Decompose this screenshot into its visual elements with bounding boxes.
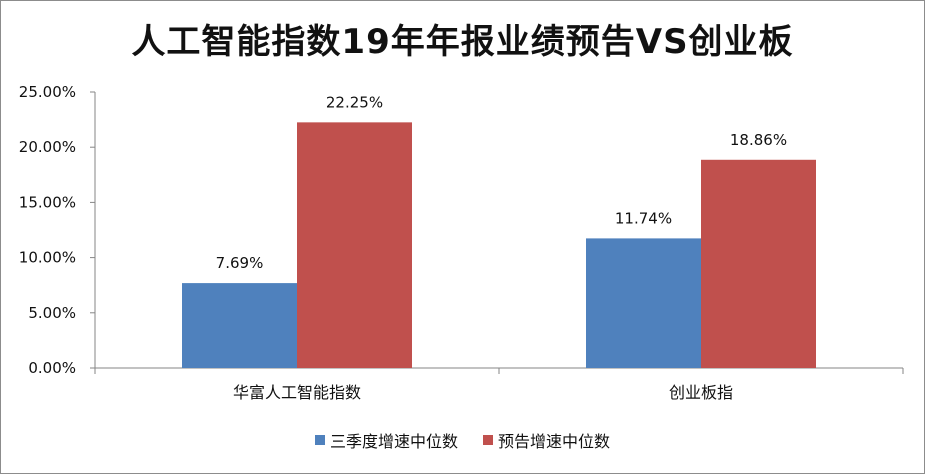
legend-item-series-1: 三季度增速中位数 xyxy=(314,428,458,452)
legend-swatch-series-1 xyxy=(314,435,325,445)
data-label: 22.25% xyxy=(326,93,383,111)
y-tick-label: 5.00% xyxy=(28,304,76,322)
bar-series-2 xyxy=(297,122,412,368)
x-category-label: 创业板指 xyxy=(669,383,733,402)
y-tick-label: 0.00% xyxy=(28,359,76,377)
y-tick-label: 20.00% xyxy=(19,138,76,156)
legend-item-series-2: 预告增速中位数 xyxy=(483,428,610,452)
y-tick-label: 10.00% xyxy=(19,249,76,267)
bar-series-2 xyxy=(701,159,816,368)
chart-title: 人工智能指数19年年报业绩预告VS创业板 xyxy=(131,22,794,62)
bar-series-1 xyxy=(182,283,297,368)
x-category-label: 华富人工智能指数 xyxy=(233,383,361,402)
bar-series-1 xyxy=(586,238,701,368)
y-tick-label: 15.00% xyxy=(19,193,76,211)
y-tick-label: 25.00% xyxy=(19,83,76,101)
legend-label-series-2: 预告增速中位数 xyxy=(498,432,611,451)
data-label: 18.86% xyxy=(730,131,787,149)
legend-swatch-series-2 xyxy=(483,435,494,445)
legend-label-series-1: 三季度增速中位数 xyxy=(329,432,458,451)
data-label: 7.69% xyxy=(216,254,264,272)
data-label: 11.74% xyxy=(615,209,672,227)
chart-legend: 三季度增速中位数 预告增速中位数 xyxy=(0,428,925,452)
